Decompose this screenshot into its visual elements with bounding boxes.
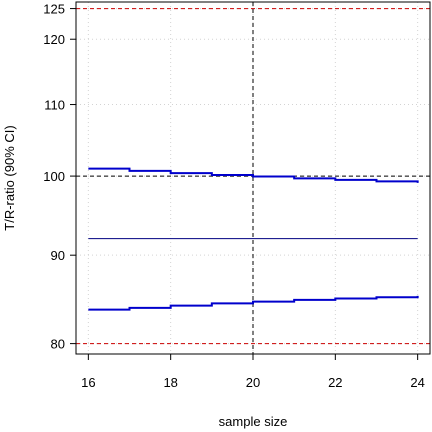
series-group — [88, 167, 419, 311]
y-axis: 80 90 100 110 120 125 — [43, 2, 77, 352]
y-tick-label: 90 — [51, 248, 65, 263]
x-axis: 16 18 20 22 24 — [81, 353, 425, 390]
y-tick-label: 100 — [43, 169, 65, 184]
series-line-upper-ci — [88, 167, 419, 183]
x-tick-label: 16 — [81, 375, 95, 390]
y-tick-label: 125 — [43, 2, 65, 17]
x-axis-title: sample size — [219, 414, 288, 429]
y-tick-label: 80 — [51, 337, 65, 352]
x-tick-label: 22 — [328, 375, 342, 390]
series-line-lower-ci — [88, 295, 419, 311]
x-tick-label: 18 — [163, 375, 177, 390]
x-tick-label: 20 — [246, 375, 260, 390]
y-tick-label: 110 — [44, 98, 65, 113]
y-axis-title: T/R-ratio (90% CI) — [2, 125, 17, 230]
x-tick-label: 24 — [410, 375, 424, 390]
y-tick-label: 120 — [43, 32, 65, 47]
